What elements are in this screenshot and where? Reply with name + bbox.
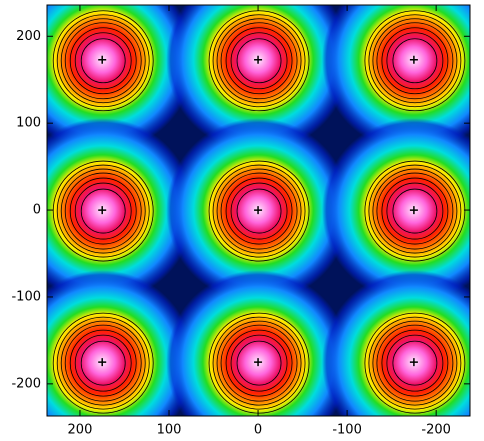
contour xyxy=(64,324,142,402)
contour xyxy=(64,22,142,100)
contour xyxy=(225,27,293,95)
contour xyxy=(74,32,132,90)
contour xyxy=(220,324,298,402)
intensity-blob xyxy=(47,118,195,303)
contour xyxy=(74,182,132,240)
contour xyxy=(56,316,150,410)
contour xyxy=(368,316,462,410)
x-tick-label: -100 xyxy=(332,423,362,438)
contour xyxy=(52,160,154,262)
contour xyxy=(80,38,126,84)
y-tick-label: 200 xyxy=(16,29,41,44)
x-tick-label: 0 xyxy=(254,423,262,438)
contour xyxy=(208,312,310,414)
contour xyxy=(60,320,146,406)
intensity-blob xyxy=(47,270,195,416)
centroid-cross xyxy=(254,358,263,367)
contour xyxy=(220,22,298,100)
contour xyxy=(381,329,449,397)
contour xyxy=(69,27,137,95)
intensity-blob xyxy=(321,5,470,152)
intensity-blob xyxy=(321,270,470,416)
y-tick-label: -200 xyxy=(11,376,41,391)
contour xyxy=(392,38,438,84)
contour xyxy=(64,172,142,250)
contour xyxy=(376,22,454,100)
contour xyxy=(368,14,462,108)
centroid-cross xyxy=(409,358,418,367)
contour xyxy=(69,177,137,245)
y-tick-label: 100 xyxy=(16,116,41,131)
contour xyxy=(386,334,444,392)
plot-area xyxy=(47,5,470,416)
contour xyxy=(216,168,302,254)
contour xyxy=(364,160,466,262)
y-tick-label: 0 xyxy=(33,203,41,218)
contour xyxy=(60,168,146,254)
contour xyxy=(372,18,458,104)
contour xyxy=(236,38,282,84)
contour xyxy=(372,168,458,254)
contour xyxy=(230,334,288,392)
contour xyxy=(225,329,293,397)
contour xyxy=(364,312,466,414)
contour xyxy=(376,324,454,402)
contour xyxy=(216,320,302,406)
x-tick-label: 100 xyxy=(157,423,182,438)
contour xyxy=(80,188,126,234)
contour xyxy=(236,188,282,234)
contour xyxy=(208,160,310,262)
contour xyxy=(208,10,310,112)
axes: 200 100 0 -100 -200 200 100 0 -100 -200 xyxy=(11,5,470,438)
contour xyxy=(52,10,154,112)
contour xyxy=(52,312,154,414)
plot-frame xyxy=(46,4,471,417)
contour xyxy=(225,177,293,245)
contour xyxy=(56,14,150,108)
contour xyxy=(220,172,298,250)
contour xyxy=(364,10,466,112)
contour xyxy=(386,182,444,240)
contour xyxy=(60,18,146,104)
centroid-cross xyxy=(98,55,107,64)
contour xyxy=(381,27,449,95)
contour xyxy=(230,32,288,90)
contour xyxy=(230,182,288,240)
contour xyxy=(386,32,444,90)
contour xyxy=(381,177,449,245)
contour xyxy=(212,316,306,410)
x-tick-label: 200 xyxy=(68,423,93,438)
intensity-blob xyxy=(166,5,351,152)
contour xyxy=(392,188,438,234)
contour xyxy=(372,320,458,406)
x-tick-label: -200 xyxy=(421,423,451,438)
contour xyxy=(212,164,306,258)
centroid-cross xyxy=(98,206,107,215)
centroid-cross xyxy=(254,55,263,64)
contour xyxy=(80,340,126,386)
contour xyxy=(368,164,462,258)
centroid-cross xyxy=(409,55,418,64)
intensity-blob xyxy=(47,5,195,152)
contour xyxy=(56,164,150,258)
centroid-cross xyxy=(409,206,418,215)
centroid-cross xyxy=(98,358,107,367)
contour xyxy=(216,18,302,104)
contour xyxy=(236,340,282,386)
contour xyxy=(392,340,438,386)
contour xyxy=(212,14,306,108)
contour xyxy=(376,172,454,250)
centroid-cross xyxy=(254,206,263,215)
y-tick-label: -100 xyxy=(11,289,41,304)
contour xyxy=(69,329,137,397)
contour xyxy=(74,334,132,392)
